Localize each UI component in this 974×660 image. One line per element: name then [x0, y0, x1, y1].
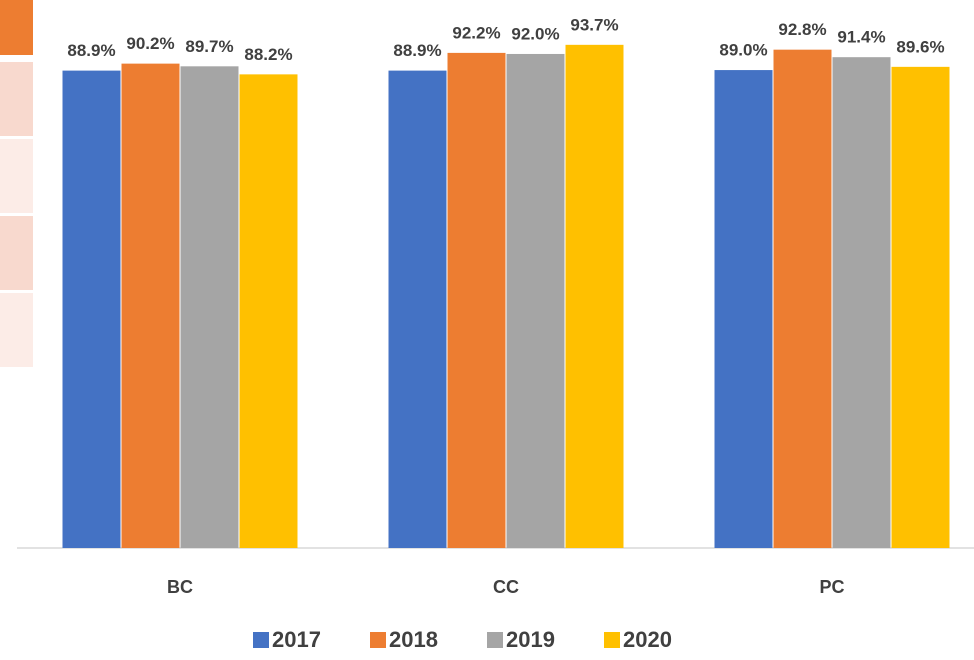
- table-header-cell: [0, 0, 33, 55]
- legend-label: 2020: [623, 627, 672, 652]
- bar: [506, 53, 565, 549]
- bar: [832, 57, 891, 548]
- bar: [773, 49, 832, 548]
- legend-swatch: [253, 632, 269, 648]
- bar: [62, 70, 121, 549]
- x-tick-label: BC: [167, 577, 193, 597]
- x-tick-label: CC: [493, 577, 519, 597]
- table-cell: [0, 62, 33, 136]
- bar: [121, 63, 180, 548]
- table-cell: [0, 216, 33, 290]
- legend-swatch: [370, 632, 386, 648]
- data-label: 92.0%: [511, 24, 559, 43]
- data-label: 88.2%: [244, 45, 292, 64]
- table-cell: [0, 139, 33, 213]
- data-label: 88.9%: [67, 41, 115, 60]
- legend-swatch: [604, 632, 620, 648]
- data-label: 88.9%: [393, 41, 441, 60]
- data-label: 92.2%: [452, 23, 500, 42]
- bar: [180, 66, 239, 548]
- bar: [891, 66, 950, 549]
- x-tick-label: PC: [819, 577, 844, 597]
- bar: [714, 70, 773, 548]
- bar: [447, 52, 506, 549]
- bar: [239, 74, 298, 548]
- data-label: 90.2%: [126, 34, 174, 53]
- data-label: 89.7%: [185, 37, 233, 56]
- legend-label: 2019: [506, 627, 555, 652]
- legend-label: 2017: [272, 627, 321, 652]
- data-label: 91.4%: [837, 28, 885, 47]
- data-label: 89.0%: [719, 41, 767, 60]
- bar: [565, 44, 624, 549]
- bar: [388, 70, 447, 549]
- table-cell: [0, 293, 33, 367]
- data-label: 92.8%: [778, 20, 826, 39]
- background-table-fragment: [0, 0, 33, 367]
- data-label: 93.7%: [570, 15, 618, 34]
- legend-label: 2018: [389, 627, 438, 652]
- legend-swatch: [487, 632, 503, 648]
- data-label: 89.6%: [896, 37, 944, 56]
